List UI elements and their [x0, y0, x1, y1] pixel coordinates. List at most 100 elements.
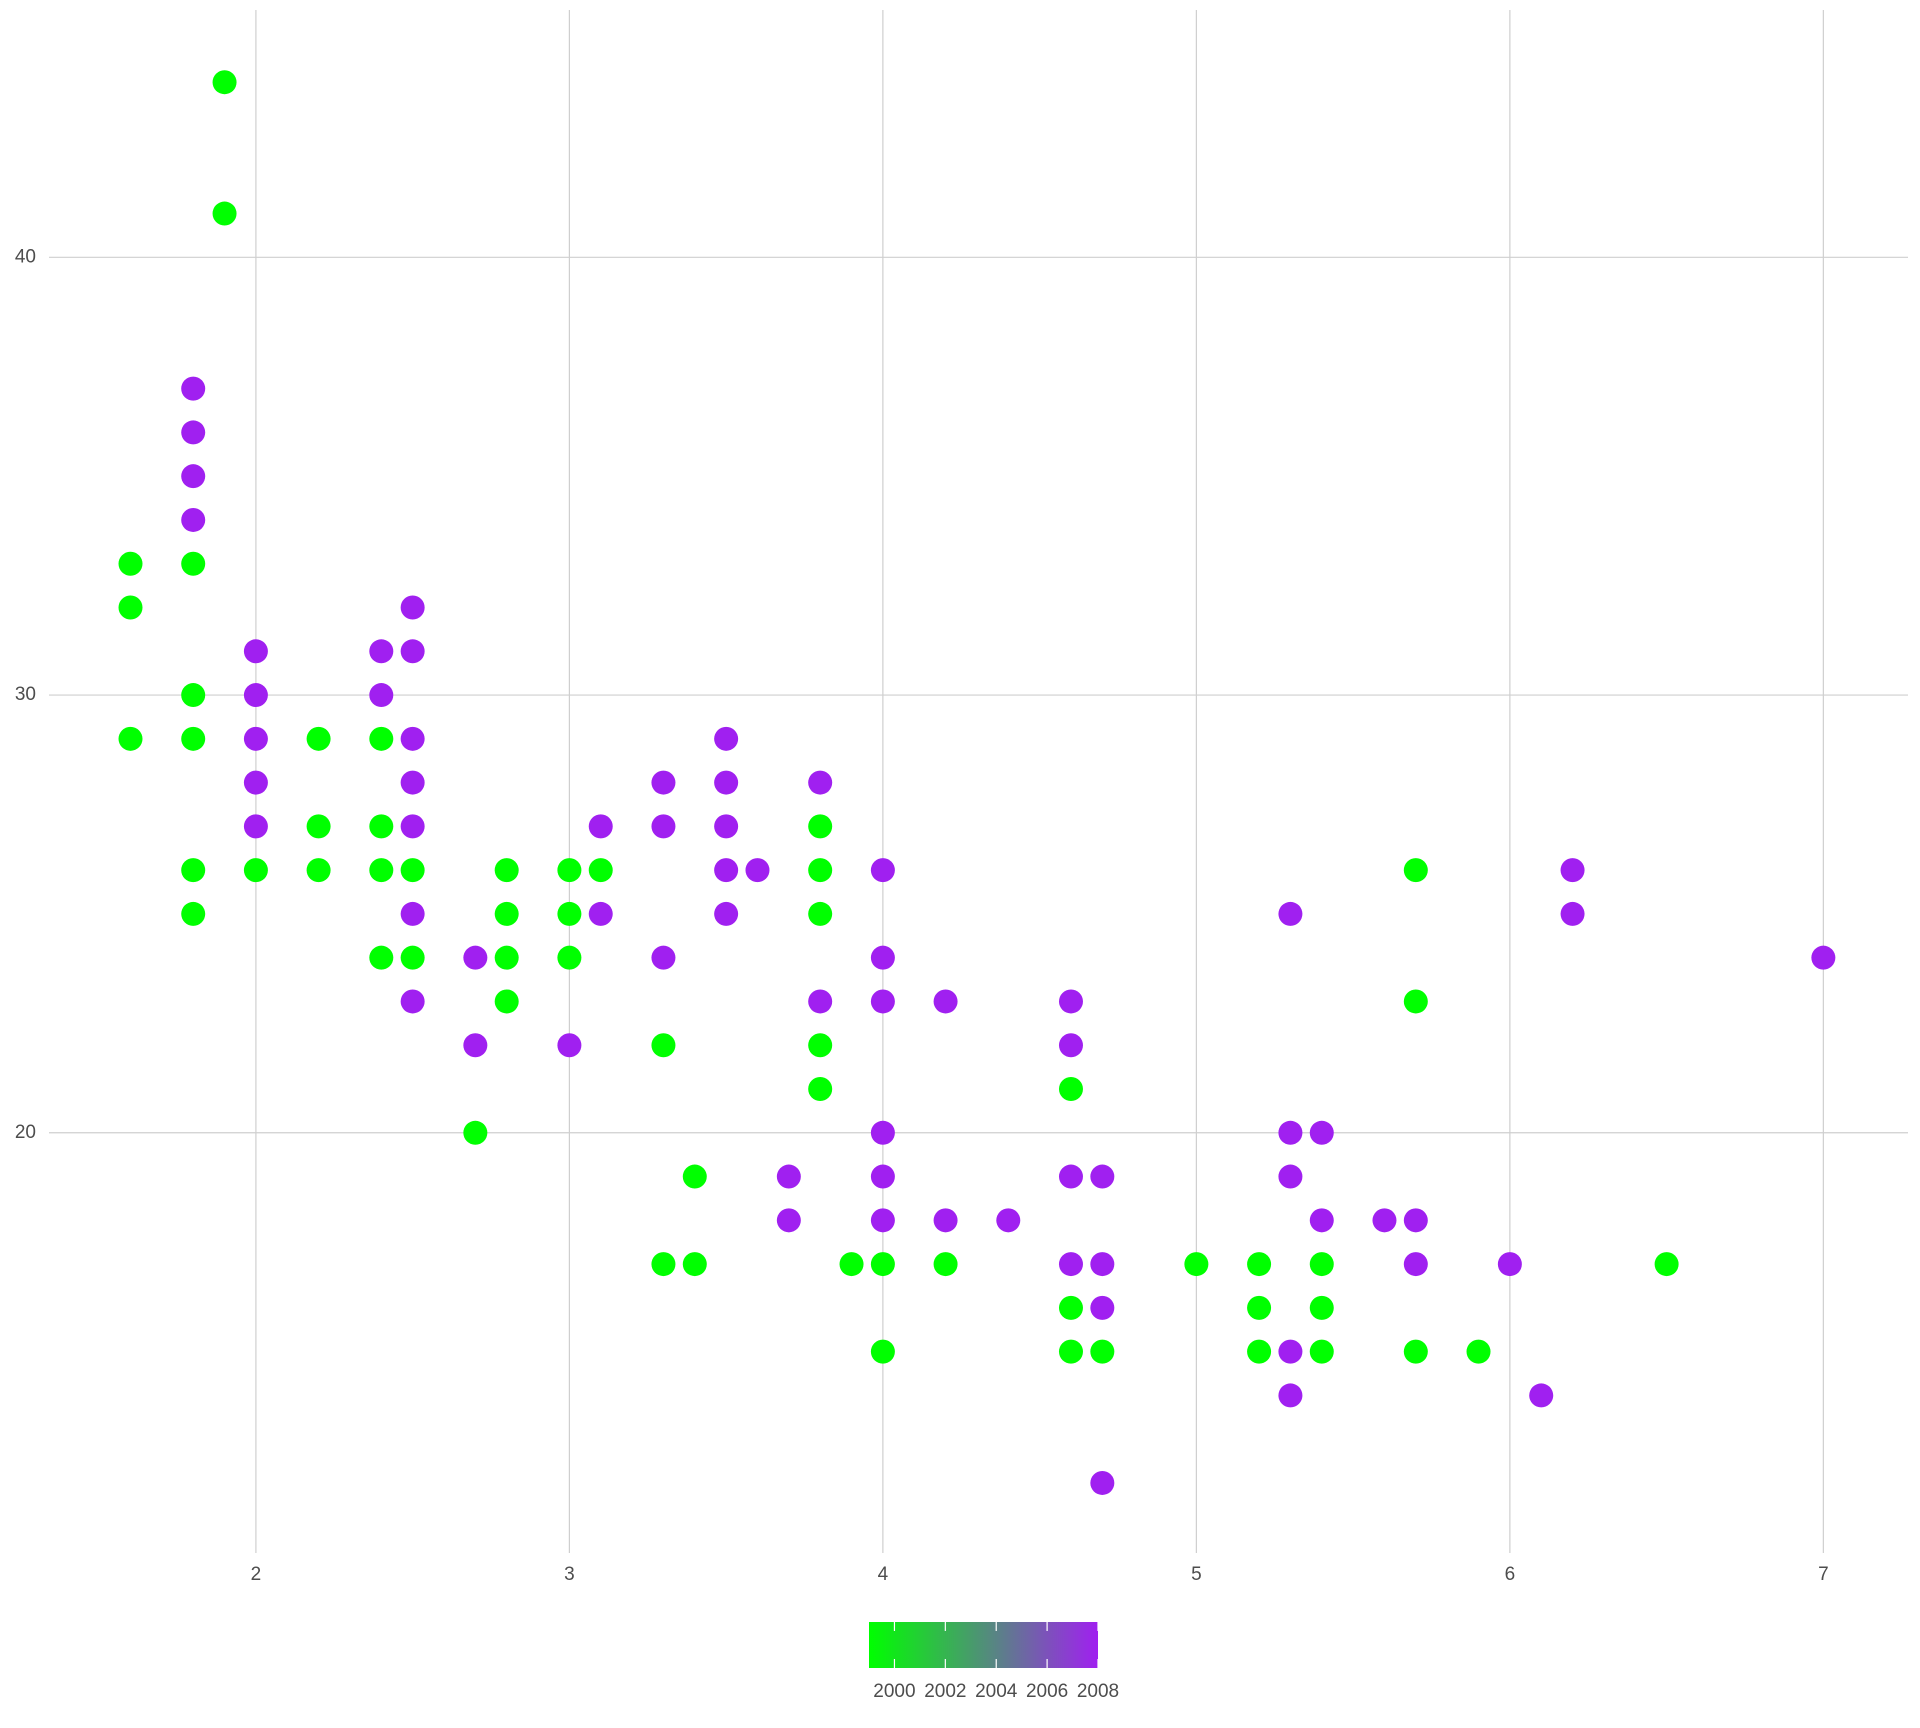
- point: [870, 1339, 895, 1364]
- point: [400, 945, 425, 970]
- point: [1278, 901, 1303, 926]
- point: [1560, 901, 1585, 926]
- point: [494, 945, 519, 970]
- point: [400, 770, 425, 795]
- point: [1278, 1164, 1303, 1189]
- point: [494, 989, 519, 1014]
- point: [870, 1164, 895, 1189]
- point: [996, 1208, 1021, 1233]
- point: [557, 901, 582, 926]
- point: [1058, 1164, 1083, 1189]
- point: [306, 858, 331, 883]
- point: [1090, 1252, 1115, 1277]
- point: [243, 683, 268, 708]
- point: [588, 901, 613, 926]
- point: [870, 945, 895, 970]
- point: [870, 989, 895, 1014]
- point: [682, 1164, 707, 1189]
- point: [1403, 858, 1428, 883]
- point: [1309, 1252, 1334, 1277]
- x-tick-label: 7: [1818, 1564, 1829, 1585]
- point: [181, 683, 206, 708]
- point: [1466, 1339, 1491, 1364]
- point: [1184, 1252, 1209, 1277]
- point: [243, 814, 268, 839]
- point: [714, 726, 739, 751]
- point: [808, 814, 833, 839]
- point: [1278, 1383, 1303, 1408]
- point: [1058, 1339, 1083, 1364]
- point: [1497, 1252, 1522, 1277]
- point: [870, 1120, 895, 1145]
- point: [212, 70, 237, 95]
- point: [181, 726, 206, 751]
- point: [808, 1033, 833, 1058]
- point: [588, 814, 613, 839]
- point: [651, 814, 676, 839]
- point: [181, 901, 206, 926]
- point: [1372, 1208, 1397, 1233]
- point: [1278, 1339, 1303, 1364]
- point: [369, 726, 394, 751]
- point: [651, 945, 676, 970]
- point: [369, 858, 394, 883]
- point: [400, 726, 425, 751]
- y-tick-label: 40: [15, 246, 36, 267]
- point: [1403, 989, 1428, 1014]
- colorbar-label: 2002: [924, 1681, 966, 1702]
- colorbar-label: 2004: [975, 1681, 1018, 1702]
- point: [369, 814, 394, 839]
- point: [1811, 945, 1836, 970]
- y-tick-label: 30: [15, 684, 36, 705]
- point: [181, 420, 206, 445]
- point: [557, 858, 582, 883]
- point: [1403, 1252, 1428, 1277]
- x-tick-label: 3: [564, 1564, 575, 1585]
- point: [808, 858, 833, 883]
- point: [1560, 858, 1585, 883]
- point: [1247, 1252, 1272, 1277]
- point: [1058, 1252, 1083, 1277]
- point: [181, 551, 206, 576]
- point: [400, 814, 425, 839]
- colorbar-label: 2006: [1026, 1681, 1068, 1702]
- point: [118, 551, 143, 576]
- point: [651, 770, 676, 795]
- point: [463, 945, 488, 970]
- colorbar-label: 2000: [873, 1681, 915, 1702]
- point: [181, 507, 206, 532]
- point: [243, 639, 268, 664]
- point: [1278, 1120, 1303, 1145]
- point: [1090, 1470, 1115, 1495]
- point: [369, 945, 394, 970]
- point: [306, 814, 331, 839]
- colorbar: [869, 1622, 1098, 1668]
- point: [1090, 1164, 1115, 1189]
- point: [1058, 1295, 1083, 1320]
- point: [243, 858, 268, 883]
- point: [494, 858, 519, 883]
- point: [1058, 1077, 1083, 1102]
- point: [745, 858, 770, 883]
- colorbar-label: 2008: [1077, 1681, 1119, 1702]
- point: [463, 1033, 488, 1058]
- point: [243, 726, 268, 751]
- point: [839, 1252, 864, 1277]
- point: [1309, 1339, 1334, 1364]
- point: [933, 1208, 958, 1233]
- point: [651, 1252, 676, 1277]
- point: [682, 1252, 707, 1277]
- point: [1309, 1295, 1334, 1320]
- point: [118, 726, 143, 751]
- point: [181, 858, 206, 883]
- point: [1247, 1295, 1272, 1320]
- point: [1090, 1339, 1115, 1364]
- point: [808, 901, 833, 926]
- point: [870, 1208, 895, 1233]
- point: [714, 814, 739, 839]
- point: [1654, 1252, 1679, 1277]
- point: [400, 595, 425, 620]
- point: [369, 683, 394, 708]
- point: [1090, 1295, 1115, 1320]
